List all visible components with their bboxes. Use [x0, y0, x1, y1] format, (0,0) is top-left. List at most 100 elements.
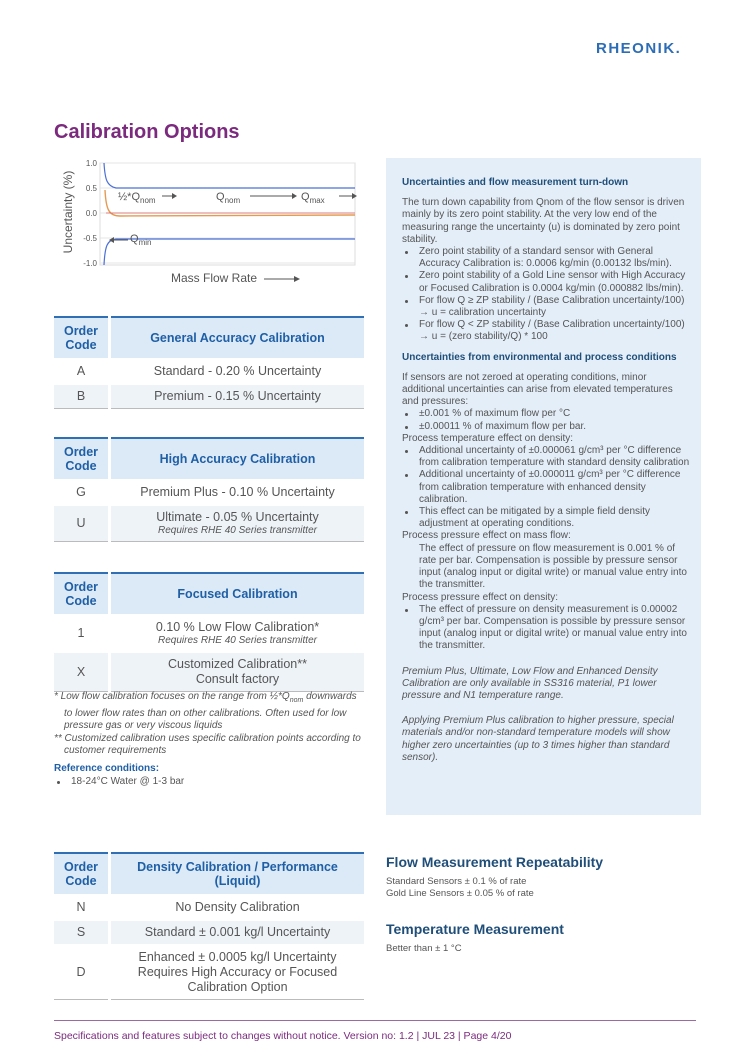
order-code: N: [54, 895, 111, 920]
column-header: Focused Calibration: [109, 572, 364, 616]
table-row: D Enhanced ± 0.0005 kg/l Uncertainty Requ…: [54, 945, 364, 1000]
footnote-sub: nom: [289, 697, 304, 704]
order-code: D: [54, 945, 111, 1000]
info-p0: Process pressure effect on mass flow:: [402, 530, 690, 542]
info-text: The effect of pressure on density measur…: [419, 603, 687, 652]
description-text: Enhanced ± 0.0005 kg/l Uncertainty Requi…: [137, 950, 338, 994]
calibration-table: Order Code High Accuracy Calibration G Prem…: [54, 437, 364, 542]
info-box: Uncertainties and flow measurement turn-…: [386, 158, 701, 815]
bullet: [57, 780, 60, 784]
description: Enhanced ± 0.0005 kg/l Uncertainty Requi…: [109, 945, 364, 1000]
info-li: Zero point stability of a Gold Line sens…: [402, 270, 690, 294]
annotation: Qmin: [130, 233, 151, 247]
column-header: General Accuracy Calibration: [109, 316, 364, 360]
bullet: [405, 275, 408, 279]
table-row: B Premium - 0.15 % Uncertainty: [54, 383, 364, 409]
info-p: If sensors are not zeroed at operating c…: [402, 372, 690, 409]
section-heading: Flow Measurement Repeatability: [386, 854, 604, 870]
info-text: For flow Q < ZP stability / (Base Calibr…: [419, 319, 685, 343]
order-code: X: [54, 651, 111, 692]
reference-text: 18-24°C Water @ 1-3 bar: [71, 775, 185, 787]
info-text: The turn down capability from Qnom of th…: [402, 197, 685, 245]
bullet: [405, 299, 408, 303]
description-text: Consult factory: [195, 672, 280, 686]
info-text: Applying Premium Plus calibration to hig…: [402, 715, 674, 763]
column-header: High Accuracy Calibration: [109, 437, 364, 481]
description: Standard ± 0.001 kg/l Uncertainty: [109, 919, 364, 946]
section-line: Better than ± 1 °C: [386, 943, 462, 954]
calibration-table: Order Code General Accuracy Calibration A S…: [54, 316, 364, 409]
table-row: 1 0.10 % Low Flow Calibration* Requires RH…: [54, 615, 364, 652]
description-text: 0.10 % Low Flow Calibration*: [155, 620, 320, 634]
column-header: Order Code: [54, 572, 111, 616]
orange-curve: [104, 189, 356, 217]
info-text: Additional uncertainty of ±0.000061 g/cm…: [419, 445, 690, 469]
bullet: [405, 474, 408, 478]
footer-rule: [54, 1020, 696, 1021]
column-header: Order Code: [54, 852, 111, 896]
calibration-table: Order Code Focused Calibration 1 0.10 % Low…: [54, 572, 364, 692]
order-code: B: [54, 383, 111, 409]
y-tick-label: -1.0: [83, 259, 97, 268]
footnotes: * Low flow calibration focuses on the ra…: [54, 691, 364, 758]
order-code: A: [54, 359, 111, 384]
info-text: If sensors are not zeroed at operating c…: [402, 371, 673, 408]
description: No Density Calibration: [110, 895, 365, 920]
header-row: Order Code Focused Calibration: [54, 572, 364, 616]
info-text: Process pressure effect on density:: [402, 591, 559, 603]
temperature-section: Temperature Measurement Better than ± 1 …: [386, 921, 696, 955]
footnote-text: downwards to lower flow rates than on ot…: [64, 691, 357, 731]
note: Requires RHE 40 Series transmitter: [158, 635, 317, 646]
calibration-table: Order Code Density Calibration / Performa…: [54, 852, 364, 1000]
table-row: S Standard ± 0.001 kg/l Uncertainty: [54, 919, 364, 946]
info-li: Additional uncertainty of ±0.000011 g/cm…: [402, 469, 690, 506]
footnote: * Low flow calibration focuses on the ra…: [54, 691, 364, 733]
info-li: For flow Q < ZP stability / (Base Calibr…: [402, 319, 690, 343]
annotation-arrows: [114, 195, 352, 241]
bullet: [405, 450, 408, 454]
info-text: Zero point stability of a Gold Line sens…: [419, 270, 686, 294]
info-it: Premium Plus, Ultimate, Low Flow and Enh…: [402, 666, 690, 703]
y-tick-label: -0.5: [83, 234, 97, 243]
column-header: Order Code: [54, 437, 111, 481]
x-arrow-head: [294, 276, 300, 282]
footnote-text: * Low flow calibration focuses on the ra…: [54, 691, 290, 702]
header-row: Order Code High Accuracy Calibration: [54, 437, 364, 481]
info-text: This effect can be mitigated by a simple…: [419, 506, 651, 530]
bullet: [405, 324, 408, 328]
section-line: Standard Sensors ± 0.1 % of rate: [386, 876, 527, 887]
page-title: Calibration Options: [54, 121, 240, 143]
order-code: 1: [54, 615, 111, 652]
info-text: Premium Plus, Ultimate, Low Flow and Enh…: [402, 665, 658, 701]
order-code: G: [54, 480, 111, 505]
column-header: Order Code: [54, 316, 111, 360]
lower-curve: [103, 238, 355, 266]
info-text: The effect of pressure on flow measureme…: [419, 542, 687, 591]
reference-conditions: Reference conditions: 18-24°C Water @ 1-…: [54, 763, 184, 788]
info-li: The effect of pressure on density measur…: [402, 604, 690, 653]
info-text: Uncertainties from environmental and pro…: [402, 351, 677, 363]
y-tick-label: 0.5: [86, 184, 98, 193]
info-ind: The effect of pressure on flow measureme…: [402, 543, 690, 592]
footer: Specifications and features subject to c…: [54, 1030, 512, 1042]
info-text: ±0.00011 % of maximum flow per bar.: [419, 420, 587, 432]
table-row: G Premium Plus - 0.10 % Uncertainty: [54, 480, 364, 505]
info-li: This effect can be mitigated by a simple…: [402, 506, 690, 530]
info-h: Uncertainties and flow measurement turn-…: [402, 177, 690, 189]
info-li: ±0.001 % of maximum flow per °C: [402, 408, 690, 420]
description: Premium - 0.15 % Uncertainty: [109, 383, 364, 409]
y-axis-label: Uncertainty (%): [61, 171, 75, 254]
info-li: Additional uncertainty of ±0.000061 g/cm…: [402, 445, 690, 469]
info-text: Process temperature effect on density:: [402, 432, 574, 444]
column-header: Density Calibration / Performance (Liqui…: [109, 852, 364, 896]
table-row: U Ultimate - 0.05 % Uncertainty Requires R…: [54, 504, 364, 542]
annotation: ½*Qnom: [118, 191, 156, 205]
info-li: For flow Q ≥ ZP stability / (Base Calibr…: [402, 295, 690, 319]
description-text: Customized Calibration**: [168, 657, 307, 671]
info-text: Uncertainties and flow measurement turn-…: [402, 177, 629, 188]
table-row: N No Density Calibration: [54, 895, 364, 920]
order-code: S: [54, 919, 111, 946]
info-text: Process pressure effect on mass flow:: [402, 530, 571, 542]
description: Customized Calibration** Consult factory: [109, 651, 364, 692]
